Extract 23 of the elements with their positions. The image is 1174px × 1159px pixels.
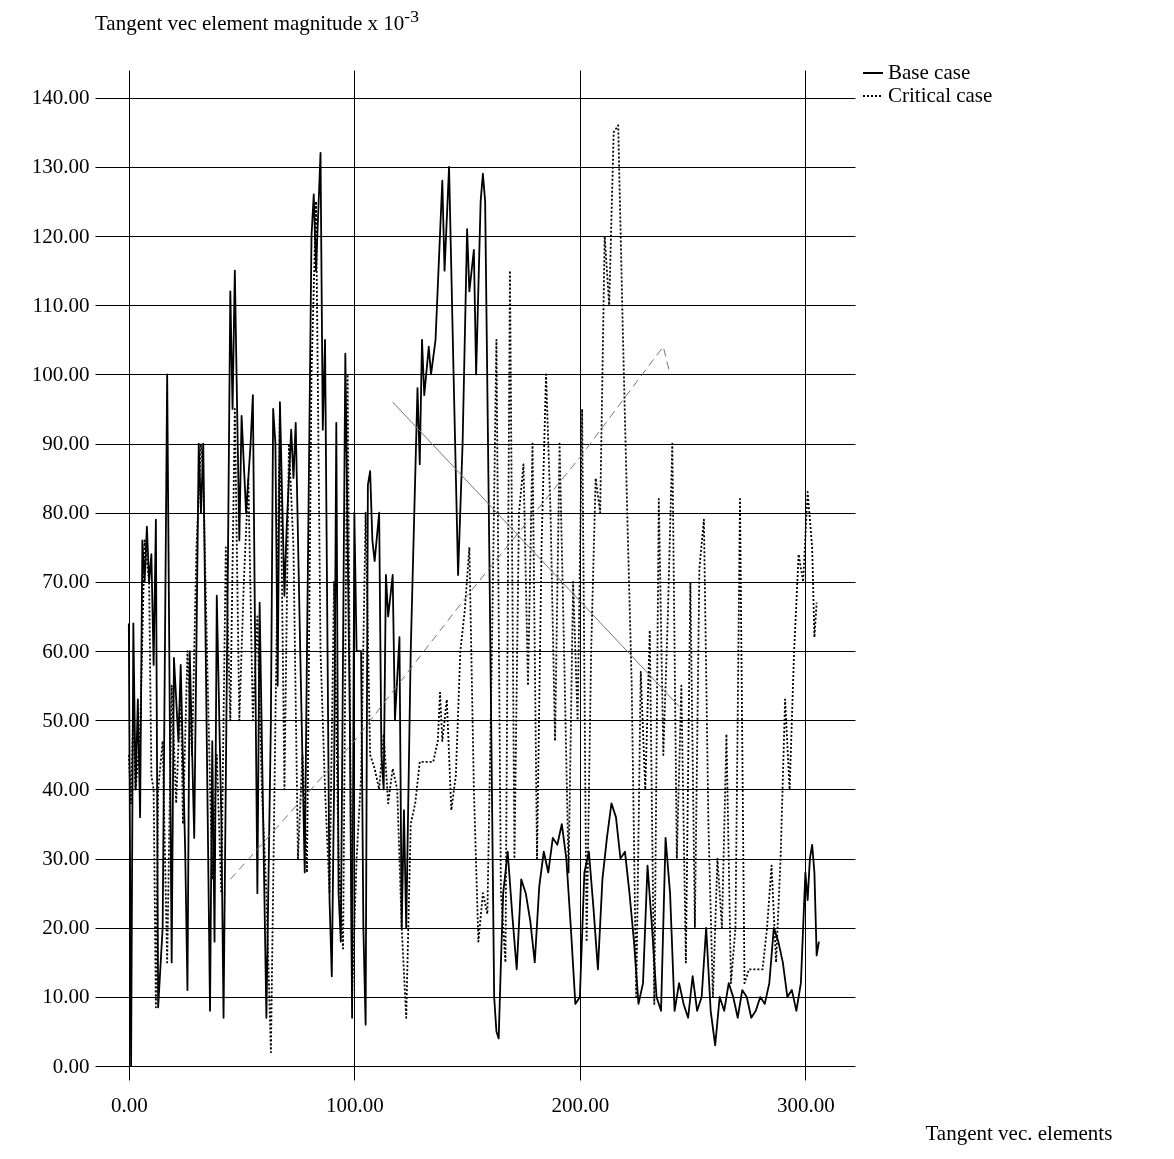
legend-label: Base case xyxy=(888,60,971,84)
y-tick-label: 60.00 xyxy=(42,638,90,663)
x-tick-label: 0.00 xyxy=(110,1092,148,1117)
y-tick-label: 10.00 xyxy=(42,984,90,1009)
y-tick-label: 50.00 xyxy=(42,707,90,732)
x-tick-label: 300.00 xyxy=(777,1092,835,1117)
x-axis-title: Tangent vec. elements xyxy=(925,1120,1113,1145)
y-tick-label: 140.00 xyxy=(31,85,90,110)
y-tick-label: 0.00 xyxy=(52,1053,90,1078)
x-tick-label: 200.00 xyxy=(551,1092,610,1117)
legend-label: Critical case xyxy=(888,83,993,107)
y-tick-label: 90.00 xyxy=(42,431,90,456)
y-tick-label: 100.00 xyxy=(31,361,90,386)
y-tick-label: 80.00 xyxy=(42,500,90,525)
y-tick-label: 20.00 xyxy=(42,915,90,940)
y-tick-label: 30.00 xyxy=(42,846,90,871)
y-tick-label: 110.00 xyxy=(32,292,90,317)
x-tick-label: 100.00 xyxy=(325,1092,384,1117)
y-tick-label: 70.00 xyxy=(42,569,90,594)
y-tick-label: 120.00 xyxy=(31,223,90,248)
y-axis-title: Tangent vec element magnitude x 10$^{-3}$ xyxy=(95,6,419,36)
y-tick-label: 40.00 xyxy=(42,776,90,801)
y-tick-label: 130.00 xyxy=(31,154,90,179)
